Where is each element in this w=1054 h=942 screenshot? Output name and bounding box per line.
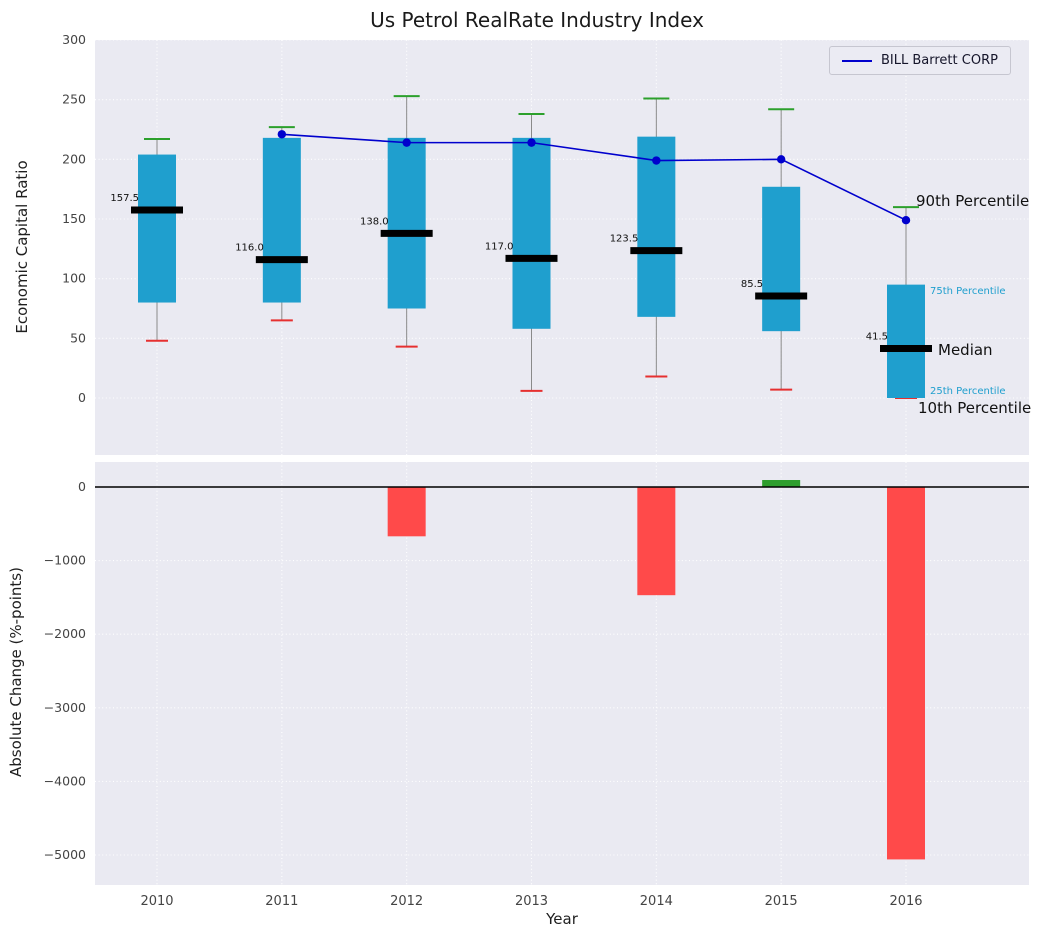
company-marker [277, 130, 287, 139]
tick-label: −1000 [44, 553, 86, 568]
iqr-box [262, 137, 301, 303]
annotation-10th-percentile: 10th Percentile [918, 399, 1032, 417]
median-value-label: 85.5 [741, 279, 763, 290]
company-marker [901, 215, 911, 225]
x-axis-label: Year [546, 910, 578, 928]
tick-label: 300 [62, 32, 86, 47]
change-bar [886, 487, 925, 860]
company-marker [402, 138, 411, 147]
tick-label: −2000 [44, 626, 86, 641]
legend-label: BILL Barrett CORP [881, 53, 998, 68]
change-bar [762, 480, 801, 487]
year-tick-label: 2012 [390, 894, 423, 909]
change-bar [637, 487, 676, 596]
annotation-75th-percentile: 75th Percentile [930, 286, 1006, 297]
chart-title: Us Petrol RealRate Industry Index [370, 8, 704, 32]
year-tick-label: 2016 [889, 894, 922, 909]
year-tick-label: 2014 [640, 894, 673, 909]
tick-label: 150 [62, 211, 86, 226]
median-value-label: 138.0 [360, 216, 389, 227]
tick-label: −4000 [44, 773, 86, 788]
year-tick-label: 2013 [515, 894, 548, 909]
iqr-box [387, 137, 426, 309]
company-marker [652, 156, 661, 165]
line-sample-icon [842, 59, 872, 62]
annotation-median: Median [938, 341, 993, 359]
median-value-label: 123.5 [610, 234, 639, 245]
annotation-90th-percentile: 90th Percentile [916, 192, 1030, 210]
company-marker [776, 155, 786, 164]
iqr-box [886, 284, 925, 398]
bottom-panel-bg [95, 462, 1029, 885]
top-y-axis-label: Economic Capital Ratio [13, 160, 31, 334]
company-line [281, 133, 907, 221]
year-tick-label: 2015 [765, 894, 798, 909]
tick-label: 100 [62, 271, 86, 286]
tick-label: −5000 [44, 847, 86, 862]
legend: BILL Barrett CORP [829, 46, 1011, 75]
median-value-label: 117.0 [485, 241, 514, 252]
iqr-box [138, 154, 176, 303]
iqr-box [762, 186, 801, 332]
tick-label: 50 [70, 330, 86, 345]
tick-label: 0 [78, 390, 86, 405]
change-bar [387, 487, 426, 537]
tick-label: 0 [78, 479, 86, 494]
tick-label: 200 [62, 151, 86, 166]
year-tick-label: 2010 [140, 894, 173, 909]
tick-label: 250 [62, 92, 86, 107]
iqr-box [637, 136, 676, 317]
top-panel-bg [95, 40, 1029, 455]
company-marker [527, 138, 536, 147]
year-tick-label: 2011 [265, 894, 298, 909]
annotation-25th-percentile: 25th Percentile [930, 386, 1006, 397]
iqr-box [512, 137, 551, 329]
tick-label: −3000 [44, 700, 86, 715]
median-value-label: 116.0 [235, 243, 264, 254]
bottom-y-axis-label: Absolute Change (%-points) [7, 567, 25, 777]
median-value-label: 157.5 [110, 193, 139, 204]
median-value-label: 41.5 [866, 331, 888, 342]
